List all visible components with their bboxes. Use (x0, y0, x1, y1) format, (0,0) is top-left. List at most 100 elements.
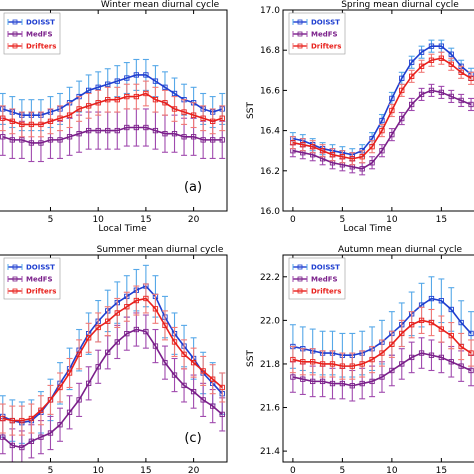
data-point (143, 72, 149, 78)
data-point (458, 69, 464, 75)
data-point (181, 134, 187, 140)
data-point (448, 51, 454, 57)
data-point (329, 152, 336, 158)
data-point (300, 376, 306, 382)
data-point (47, 430, 54, 436)
data-point (389, 95, 395, 102)
series-line (292, 57, 472, 160)
series-drifters (0, 283, 226, 436)
series-line (2, 328, 223, 449)
data-point (349, 363, 355, 369)
data-point (28, 121, 35, 128)
axes-frame (0, 9, 228, 212)
data-point (399, 361, 405, 367)
data-point (428, 87, 435, 94)
panel-label: (c) (184, 431, 201, 446)
data-point (448, 332, 454, 339)
series-line (292, 45, 472, 156)
data-point (95, 84, 101, 90)
series-line (2, 297, 223, 422)
data-point (19, 137, 25, 143)
legend-marker (12, 276, 18, 282)
y-tick-label: 16.4 (260, 127, 280, 137)
data-point (95, 100, 101, 106)
y-axis-label: SST (246, 102, 256, 119)
data-point (28, 140, 35, 146)
data-point (290, 374, 296, 380)
x-tick-label: 15 (436, 215, 447, 225)
data-point (66, 112, 73, 118)
data-point (0, 115, 6, 121)
x-tick-label: 10 (92, 466, 104, 474)
data-point (190, 388, 197, 395)
data-point (133, 297, 140, 304)
panel-title: Autumn mean diurnal cycle (338, 245, 463, 255)
data-point (38, 140, 44, 146)
data-point (369, 160, 375, 166)
data-point (339, 363, 346, 369)
data-point (418, 317, 425, 324)
data-point (47, 397, 54, 403)
x-tick-label: 5 (340, 215, 346, 225)
data-point (438, 55, 445, 61)
legend-marker (12, 43, 18, 49)
data-point (57, 384, 63, 391)
data-point (95, 364, 101, 370)
data-point (152, 127, 159, 134)
axes-frame (282, 254, 474, 463)
data-point (349, 383, 355, 389)
data-point (124, 75, 130, 81)
data-point (105, 81, 111, 87)
data-point (171, 90, 178, 97)
data-point (219, 384, 225, 391)
data-point (428, 43, 435, 49)
x-tick-label: 10 (92, 215, 104, 225)
legend-entry: MedFS (311, 276, 338, 284)
legend-marker (297, 31, 303, 37)
data-point (339, 380, 346, 387)
x-tick-label: 10 (386, 215, 398, 225)
data-point (310, 144, 316, 150)
data-point (448, 93, 454, 100)
data-point (9, 137, 15, 143)
plot-area (289, 276, 474, 402)
legend-marker (297, 264, 303, 270)
legend-marker (297, 288, 303, 294)
data-point (310, 359, 316, 365)
data-point (9, 118, 15, 124)
data-point (190, 134, 197, 140)
data-point (28, 438, 35, 444)
data-point (114, 339, 120, 345)
data-point (369, 378, 375, 385)
legend-entry: MedFS (311, 31, 338, 39)
x-axis-label: Local Time (343, 224, 392, 234)
data-point (181, 109, 187, 115)
data-point (438, 298, 445, 304)
x-tick-label: 0 (290, 466, 296, 474)
data-point (418, 49, 425, 55)
data-point (76, 351, 82, 358)
data-point (458, 319, 464, 326)
x-tick-label: 0 (290, 215, 296, 225)
data-point (19, 417, 25, 424)
data-point (468, 101, 474, 108)
data-point (399, 115, 405, 122)
legend-marker (297, 43, 303, 49)
data-point (339, 154, 346, 160)
data-point (38, 121, 44, 128)
data-point (389, 367, 395, 374)
panel-4: Autumn mean diurnal cycle 0 5 10 15 21.4 21.6 2… (246, 245, 474, 474)
data-point (200, 115, 206, 121)
data-point (468, 350, 474, 356)
legend: DOISST MedFS Drifters (288, 12, 346, 55)
data-point (428, 57, 435, 63)
data-point (57, 422, 63, 428)
data-point (133, 124, 140, 131)
data-point (399, 87, 405, 94)
legend-entry: DOISST (26, 264, 55, 272)
data-point (171, 372, 178, 378)
x-tick-label: 20 (188, 215, 200, 225)
data-point (162, 84, 168, 90)
data-point (124, 93, 130, 100)
data-point (300, 359, 306, 365)
